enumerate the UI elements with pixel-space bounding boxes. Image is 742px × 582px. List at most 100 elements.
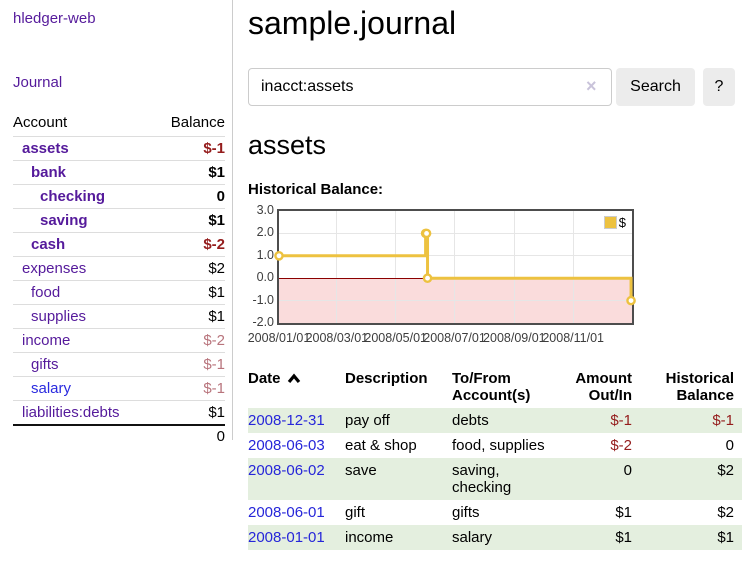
- account-balance: $-2: [153, 328, 225, 353]
- sidebar-item-journal[interactable]: Journal: [13, 74, 63, 91]
- register-cell-balance: 0: [725, 437, 734, 454]
- search-button[interactable]: Search: [616, 68, 695, 106]
- x-axis-tick-label: 2008/05/01: [364, 331, 427, 345]
- register-cell-balance: $-1: [642, 408, 742, 433]
- account-row: supplies $1: [13, 304, 225, 329]
- gridline: [395, 211, 397, 323]
- app-title-link[interactable]: hledger-web: [13, 10, 96, 27]
- gridline: [336, 211, 338, 323]
- search-input[interactable]: [248, 68, 612, 106]
- account-row: food $1: [13, 280, 225, 305]
- chart-title: Historical Balance:: [248, 181, 384, 198]
- register-row[interactable]: 2008-06-03 eat & shop food, supplies $-2 0: [248, 433, 742, 458]
- register-table: Date Description To/From Account(s) Amou…: [248, 368, 742, 550]
- account-balance: $1: [153, 280, 225, 305]
- register-cell-balance: $2: [642, 458, 742, 500]
- sidebar: hledger-web Journal Account Balance asse…: [0, 0, 233, 448]
- account-balance: $-1: [153, 352, 225, 377]
- chart-legend: $: [601, 214, 628, 231]
- register-cell-amount: $-1: [572, 408, 642, 433]
- clear-search-icon[interactable]: ×: [586, 76, 597, 96]
- y-axis-tick-label: 3.0: [256, 203, 274, 217]
- register-cell-description: eat & shop: [345, 437, 417, 454]
- register-cell-date: 2008-06-02: [248, 458, 345, 500]
- help-button[interactable]: ?: [703, 68, 735, 106]
- register-cell-date: 2008-12-31: [248, 408, 345, 433]
- account-row: bank $1: [13, 160, 225, 185]
- register-cell-date: 2008-01-01: [248, 525, 345, 550]
- transaction-date-link[interactable]: 2008-06-02: [248, 462, 325, 479]
- account-link-bank[interactable]: bank: [31, 164, 67, 181]
- search-form: × Search ?: [248, 68, 742, 106]
- register-header-date[interactable]: Date: [248, 368, 345, 408]
- accounts-table: Account Balance assets $-1 bank $1 checking 0…: [13, 111, 225, 448]
- register-cell-amount: 0: [572, 458, 642, 500]
- account-row: cash $-2: [13, 232, 225, 257]
- register-cell-amount: $-2: [610, 437, 632, 454]
- register-row[interactable]: 2008-12-31 pay off debts $-1 $-1: [248, 408, 742, 433]
- account-link-gifts[interactable]: gifts: [31, 356, 59, 373]
- register-cell-date: 2008-06-01: [248, 500, 345, 525]
- legend-swatch-icon: [603, 216, 617, 229]
- account-link-saving[interactable]: saving: [40, 212, 88, 229]
- gridline: [279, 300, 632, 302]
- account-row: gifts $-1: [13, 352, 225, 377]
- register-cell-amount: $1: [615, 504, 632, 521]
- account-link-assets[interactable]: assets: [22, 140, 69, 157]
- register-header-accounts: To/From Account(s): [452, 370, 531, 404]
- account-link-salary[interactable]: salary: [31, 380, 72, 397]
- account-row: liabilities:debts $1: [13, 400, 225, 426]
- y-axis-tick-label: 2.0: [256, 225, 274, 240]
- x-axis-tick-label: 2008/07/01: [423, 331, 486, 345]
- account-row: expenses $2: [13, 256, 225, 281]
- y-axis-tick-label: 1.0: [256, 247, 274, 262]
- account-link-food[interactable]: food: [31, 284, 61, 301]
- balance-series-line: [274, 228, 636, 306]
- accounts-header-account: Account: [13, 111, 154, 137]
- account-link-supplies[interactable]: supplies: [31, 308, 87, 325]
- account-link-checking[interactable]: checking: [40, 188, 106, 205]
- register-cell-accounts: saving, checking: [452, 458, 572, 500]
- accounts-header-balance: Balance: [153, 111, 225, 137]
- account-link-income[interactable]: income: [22, 332, 71, 349]
- account-balance: $1: [153, 160, 225, 185]
- accounts-total-value: 0: [153, 424, 225, 448]
- gridline: [279, 255, 632, 257]
- register-cell-accounts: debts: [452, 408, 572, 433]
- register-row[interactable]: 2008-06-02 save saving, checking 0 $2: [248, 458, 742, 500]
- x-axis-tick-label: 2008/11/01: [542, 331, 604, 345]
- main-content: sample.journal × Search ? assets Histori…: [248, 0, 742, 550]
- account-link-expenses[interactable]: expenses: [22, 260, 87, 277]
- account-row: salary $-1: [13, 376, 225, 401]
- register-cell-date: 2008-06-03: [248, 433, 345, 458]
- account-balance: $2: [153, 256, 225, 281]
- account-balance: $-1: [153, 136, 225, 161]
- transaction-date-link[interactable]: 2008-12-31: [248, 412, 325, 429]
- register-cell-accounts: gifts: [452, 504, 480, 521]
- register-cell-description: gift: [345, 504, 366, 521]
- sort-asc-icon: [287, 371, 301, 388]
- x-axis-tick-label: 2008/03/01: [305, 331, 369, 345]
- account-row: saving $1: [13, 208, 225, 233]
- data-point: [626, 295, 636, 306]
- page-title: sample.journal: [248, 5, 457, 41]
- account-row: checking 0: [13, 184, 225, 209]
- account-link-cash[interactable]: cash: [31, 236, 66, 253]
- register-row[interactable]: 2008-01-01 income salary $1 $1: [248, 525, 742, 550]
- account-balance: $1: [153, 208, 225, 233]
- register-header-amount: Amount Out/In: [575, 370, 632, 404]
- data-point: [422, 273, 433, 283]
- y-axis-tick-label: -2.0: [252, 315, 274, 329]
- chart-plot-area: $: [274, 209, 636, 325]
- transaction-date-link[interactable]: 2008-01-01: [248, 529, 325, 546]
- data-point: [421, 228, 432, 239]
- register-cell-description: save: [345, 458, 452, 500]
- register-row[interactable]: 2008-06-01 gift gifts $1 $2: [248, 500, 742, 525]
- x-axis-tick-label: 2008/09/01: [483, 331, 546, 345]
- transaction-date-link[interactable]: 2008-06-03: [248, 437, 325, 454]
- register-cell-accounts: food, supplies: [452, 437, 545, 454]
- account-balance: 0: [153, 184, 225, 209]
- transaction-date-link[interactable]: 2008-06-01: [248, 504, 325, 521]
- account-link-liabilities-debts[interactable]: liabilities:debts: [22, 404, 120, 421]
- y-axis-tick-label: -1.0: [252, 292, 274, 307]
